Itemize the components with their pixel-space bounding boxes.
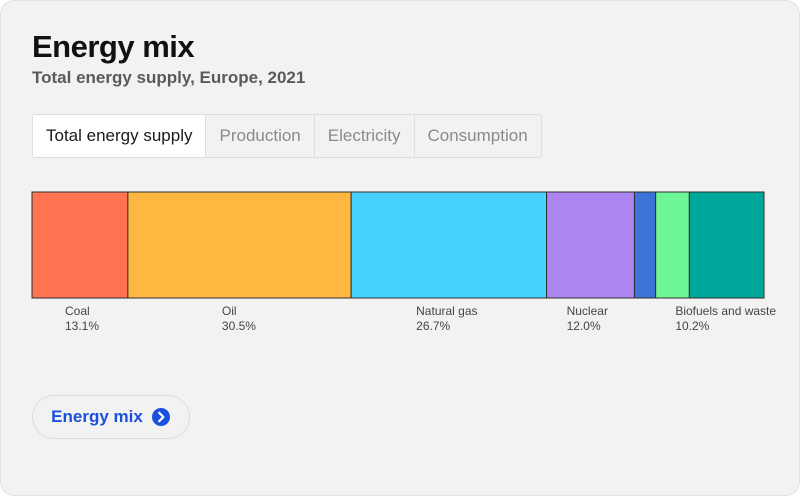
bar-segment-biofuels-and-waste[interactable] bbox=[688, 191, 765, 299]
segment-value-coal: 13.1% bbox=[65, 319, 99, 333]
segment-value-natural-gas: 26.7% bbox=[416, 319, 450, 333]
bar-segment-nuclear[interactable] bbox=[546, 191, 635, 299]
segment-label-nuclear: Nuclear bbox=[567, 304, 608, 318]
energy-mix-link-label: Energy mix bbox=[51, 407, 143, 426]
segment-label-coal: Coal bbox=[65, 304, 90, 318]
energy-mix-link-button[interactable]: Energy mix bbox=[32, 395, 190, 439]
tab-electricity[interactable]: Electricity bbox=[313, 115, 414, 157]
tab-consumption[interactable]: Consumption bbox=[413, 115, 541, 157]
bar-segment-oil[interactable] bbox=[127, 191, 352, 299]
bar-segment-wind-solar[interactable] bbox=[655, 191, 690, 299]
segment-label-oil: Oil bbox=[222, 304, 237, 318]
chart-subtitle: Total energy supply, Europe, 2021 bbox=[32, 68, 306, 87]
segment-value-oil: 30.5% bbox=[222, 319, 256, 333]
segment-label-natural-gas: Natural gas bbox=[416, 304, 477, 318]
bar-segment-hydro[interactable] bbox=[633, 191, 657, 299]
segment-label-biofuels-and-waste: Biofuels and waste bbox=[675, 304, 776, 318]
chevron-right-circle-icon bbox=[151, 408, 170, 426]
bar-segment-coal[interactable] bbox=[31, 191, 129, 299]
tab-total-energy-supply[interactable]: Total energy supply bbox=[33, 115, 206, 157]
page-title: Energy mix bbox=[32, 29, 195, 64]
tab-bar: Total energy supply Production Electrici… bbox=[32, 114, 542, 158]
segment-value-nuclear: 12.0% bbox=[567, 319, 601, 333]
tab-production[interactable]: Production bbox=[205, 115, 313, 157]
segment-value-biofuels-and-waste: 10.2% bbox=[675, 319, 709, 333]
bar-segment-natural-gas[interactable] bbox=[350, 191, 548, 299]
